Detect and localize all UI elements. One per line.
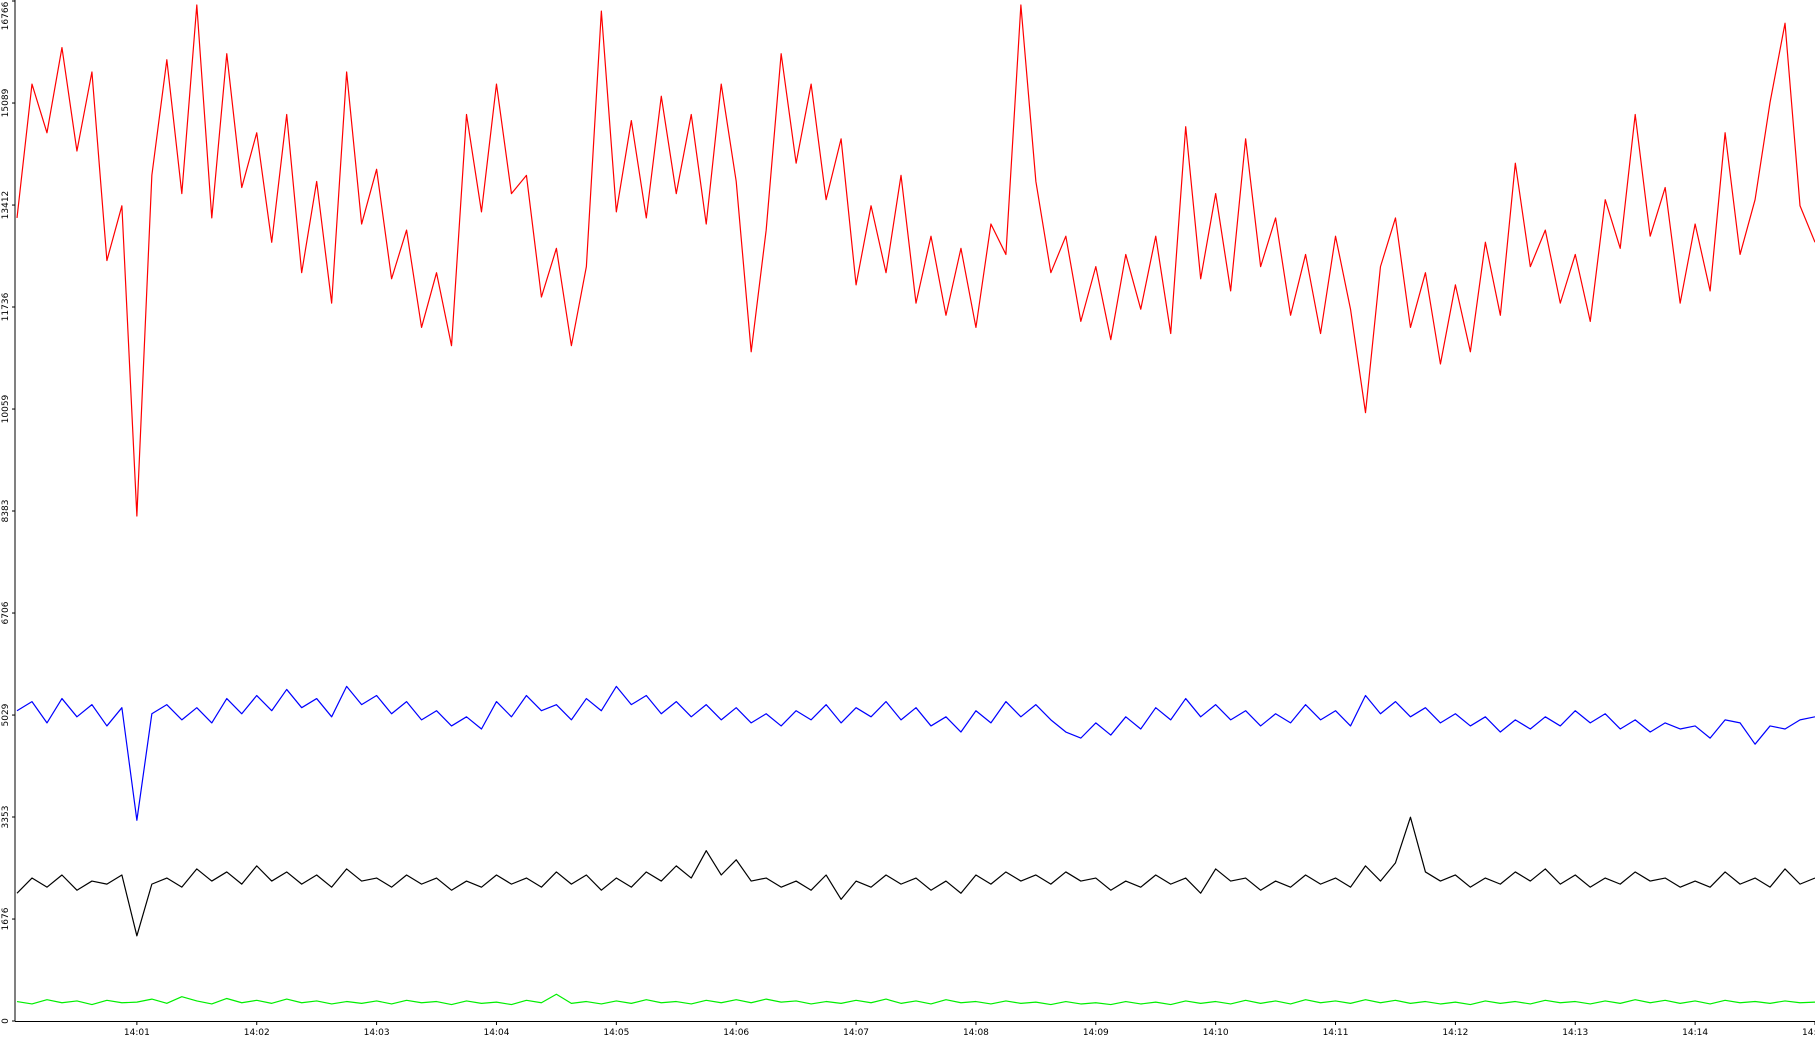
x-tick-label: 14:06 [723,1028,749,1038]
x-tick-label: 14:01 [124,1028,150,1038]
y-tick-label: 0 [1,1018,11,1024]
x-tick-label: 14:08 [963,1028,989,1038]
x-tick-label: 14:07 [843,1028,869,1038]
y-tick-label: 5029 [1,703,11,726]
x-tick-label: 14:05 [603,1028,629,1038]
series-line [16,685,1815,821]
y-tick-label: 16766 [1,1,11,30]
y-tick-label: 11736 [1,292,11,321]
x-tick-label: 14:14 [1682,1028,1708,1038]
series-line [16,4,1815,517]
y-tick-label: 8383 [1,500,11,523]
y-tick-label: 6706 [1,601,11,624]
x-tick-label: 14:13 [1562,1028,1588,1038]
series-line [16,993,1815,1006]
x-tick-label: 14:15 [1802,1028,1815,1038]
y-tick-label: 3353 [1,806,11,829]
x-tick-label: 14:11 [1323,1028,1349,1038]
x-tick-label: 14:12 [1442,1028,1468,1038]
x-tick-label: 14:10 [1203,1028,1229,1038]
y-tick-label: 1676 [1,907,11,930]
x-tick-label: 14:09 [1083,1028,1109,1038]
y-tick-label: 10059 [1,394,11,423]
x-tick-label: 14:03 [364,1028,390,1038]
x-tick-label: 14:04 [483,1028,509,1038]
y-tick-label: 15089 [1,88,11,117]
y-tick-label: 13412 [1,191,11,220]
x-tick-label: 14:02 [244,1028,270,1038]
series-line [16,816,1815,937]
